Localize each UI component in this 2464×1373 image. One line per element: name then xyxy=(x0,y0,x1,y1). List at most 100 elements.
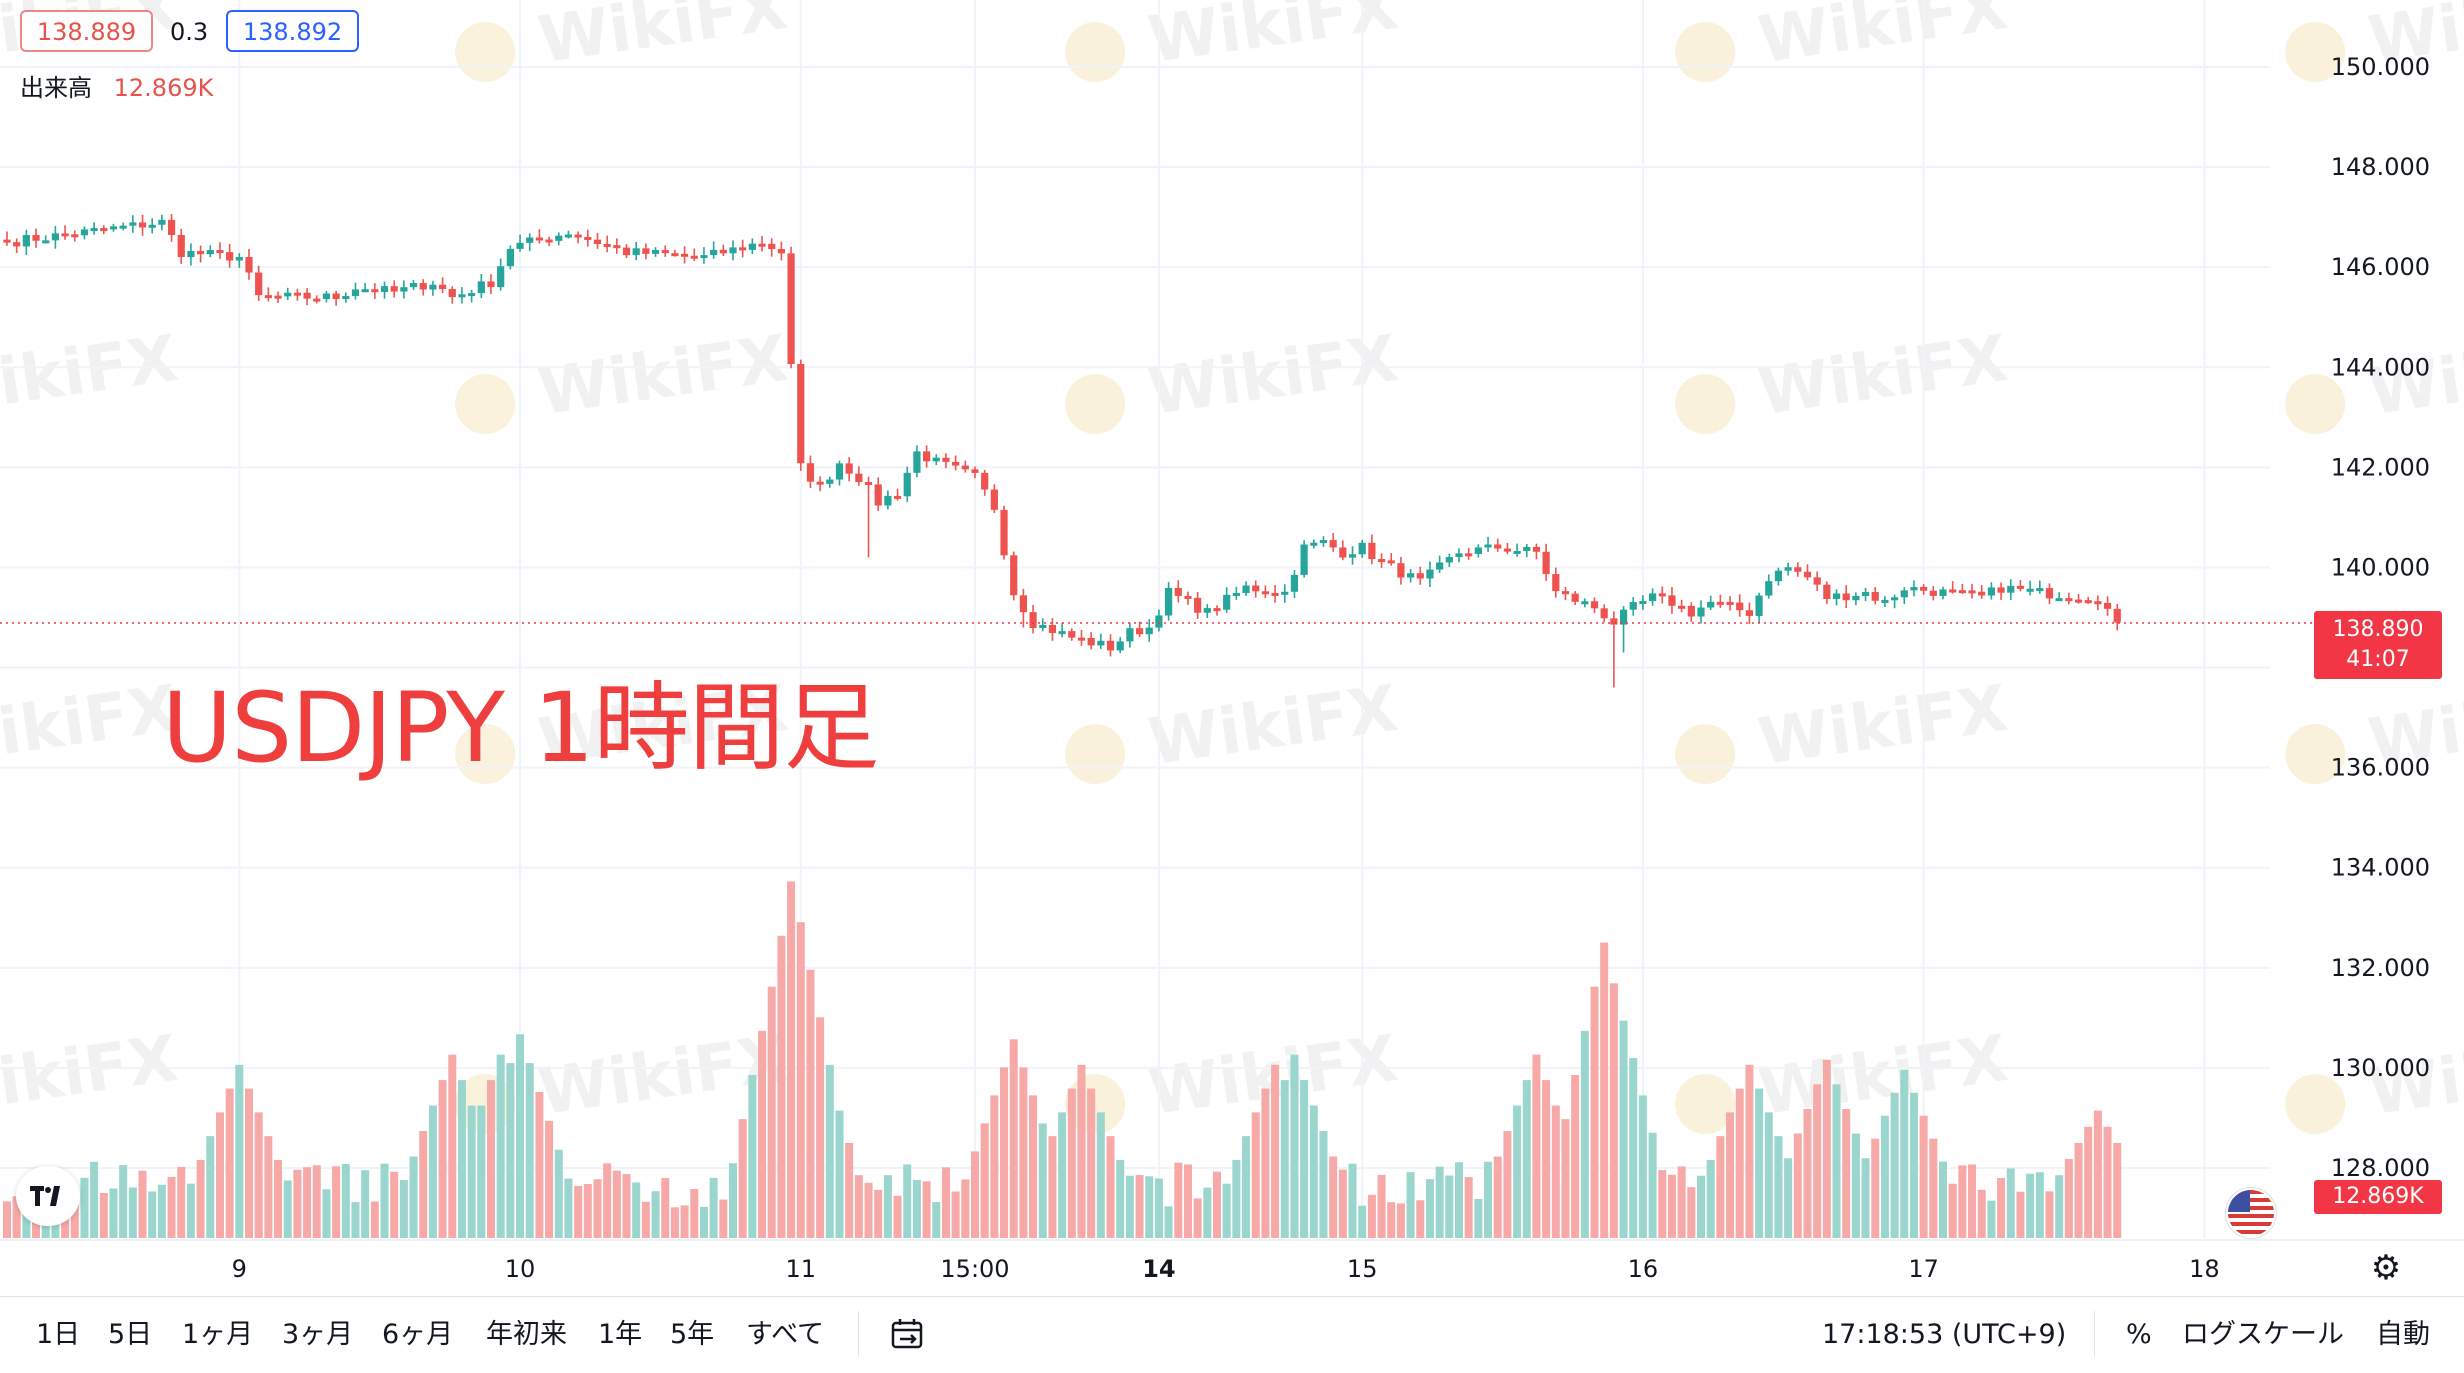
volume-bar xyxy=(961,1179,970,1238)
volume-bar xyxy=(428,1105,437,1238)
range-3m-button[interactable]: 3ヶ月 xyxy=(282,1319,354,1350)
volume-bar xyxy=(1909,1092,1918,1238)
auto-scale-toggle[interactable]: 自動 xyxy=(2376,1319,2430,1350)
volume-bar xyxy=(1513,1105,1522,1238)
watermark-text: WikiFX xyxy=(1754,1022,2012,1130)
volume-bar xyxy=(409,1156,418,1238)
candle-body xyxy=(1842,593,1850,601)
candle-body xyxy=(158,219,166,225)
range-5y-button[interactable]: 5年 xyxy=(670,1319,715,1350)
candle-body xyxy=(710,249,718,256)
tradingview-logo-icon xyxy=(30,1186,60,1206)
watermark-wikifx: WikiFX xyxy=(1065,0,1402,83)
range-5d-button[interactable]: 5日 xyxy=(108,1319,153,1350)
y-axis-tick-label: 128.000 xyxy=(2331,1154,2430,1182)
volume-bar xyxy=(719,1199,728,1238)
volume-bar xyxy=(1716,1136,1725,1238)
volume-bar xyxy=(2084,1126,2093,1238)
watermark-text: WikiFX xyxy=(1144,322,1402,430)
candle-body xyxy=(1048,624,1057,633)
candle-body xyxy=(1271,593,1279,597)
range-6m-button[interactable]: 6ヶ月 xyxy=(382,1319,454,1350)
volume-bar xyxy=(1861,1158,1870,1238)
candle-body xyxy=(1852,595,1860,601)
watermark-logo-icon xyxy=(1065,374,1126,435)
candle-body xyxy=(913,451,921,473)
volume-bar xyxy=(1929,1138,1938,1238)
range-1d-button[interactable]: 1日 xyxy=(36,1319,81,1350)
candle-body xyxy=(903,472,911,497)
candle-body xyxy=(1997,587,2005,593)
candle-body xyxy=(1348,554,1357,558)
clock-display[interactable]: 17:18:53 (UTC+9) xyxy=(1822,1319,2067,1350)
volume-bar xyxy=(922,1181,931,1238)
settings-gear-icon[interactable]: ⚙ xyxy=(2370,1248,2402,1288)
candle-body xyxy=(981,472,989,490)
volume-bar xyxy=(1493,1156,1502,1238)
candle-body xyxy=(1755,595,1763,616)
volume-bar xyxy=(119,1165,128,1238)
volume-bar xyxy=(1890,1092,1899,1238)
volume-bar xyxy=(1029,1095,1038,1238)
watermark-wikifx: WikiFX xyxy=(0,322,182,430)
y-axis-tick-label: 130.000 xyxy=(2331,1054,2430,1082)
volume-bar xyxy=(1203,1187,1212,1238)
candle-body xyxy=(1290,574,1299,592)
volume-bar xyxy=(1251,1112,1260,1238)
candle-body xyxy=(313,298,321,302)
candle-body xyxy=(342,296,350,300)
watermark-text: WikiFX xyxy=(0,1022,182,1130)
candlestick-chart[interactable]: WikiFX WikiFX WikiFX WikiFX WikiFX WikiFX Wiki… xyxy=(0,0,2464,1296)
watermark-wikifx: WikiFX xyxy=(2285,322,2464,435)
volume-bar xyxy=(1638,1095,1647,1238)
candle-body xyxy=(1803,571,1812,578)
candle-body xyxy=(332,293,340,300)
watermark-logo-icon xyxy=(455,374,516,435)
range-all-button[interactable]: すべて xyxy=(746,1319,825,1350)
range-1y-button[interactable]: 1年 xyxy=(598,1319,643,1350)
range-1m-button[interactable]: 1ヶ月 xyxy=(182,1319,254,1350)
candle-body xyxy=(1058,631,1066,635)
candle-body xyxy=(409,283,418,288)
candle-body xyxy=(226,252,234,261)
log-scale-toggle[interactable]: ログスケール xyxy=(2182,1319,2344,1350)
volume-bar xyxy=(1145,1176,1154,1238)
tradingview-logo[interactable] xyxy=(16,1166,80,1226)
candle-body xyxy=(1542,551,1550,575)
spread-value: 0.3 xyxy=(170,18,209,46)
volume-bar xyxy=(1116,1159,1125,1238)
volume-bar xyxy=(1745,1064,1754,1238)
range-ytd-button[interactable]: 年初来 xyxy=(486,1319,567,1350)
volume-bar xyxy=(1939,1161,1947,1238)
volume-bar xyxy=(467,1105,476,1238)
volume-bar xyxy=(2035,1172,2044,1238)
volume-bar xyxy=(1532,1054,1541,1238)
watermark-wikifx: WikiFX xyxy=(1065,322,1402,435)
ask-price-box[interactable]: 138.892 xyxy=(226,10,359,52)
y-axis-tick-label: 136.000 xyxy=(2331,754,2430,782)
volume-bar xyxy=(312,1165,321,1238)
candle-body xyxy=(1707,601,1715,608)
volume-bar xyxy=(1987,1200,1996,1238)
volume-bar xyxy=(254,1112,263,1238)
candle-body xyxy=(264,295,272,299)
watermark-text: WikiFX xyxy=(0,672,182,780)
candle-body xyxy=(1687,605,1695,617)
volume-bar xyxy=(1948,1183,1957,1238)
volume-bar xyxy=(2016,1191,2025,1238)
candle-body xyxy=(893,495,902,499)
volume-bar xyxy=(1106,1136,1115,1238)
candle-body xyxy=(245,257,253,273)
candle-body xyxy=(235,257,243,261)
volume-bar xyxy=(816,1017,825,1238)
candle-body xyxy=(71,234,79,238)
candle-body xyxy=(2007,585,2015,593)
candle-body xyxy=(1881,600,1889,604)
us-flag-icon[interactable] xyxy=(2226,1188,2276,1238)
candle-body xyxy=(1678,605,1686,609)
bid-price-box[interactable]: 138.889 xyxy=(20,10,153,52)
date-range-calendar-icon[interactable] xyxy=(888,1315,928,1355)
watermark-logo-icon xyxy=(2285,724,2346,785)
percent-toggle[interactable]: % xyxy=(2126,1319,2152,1350)
